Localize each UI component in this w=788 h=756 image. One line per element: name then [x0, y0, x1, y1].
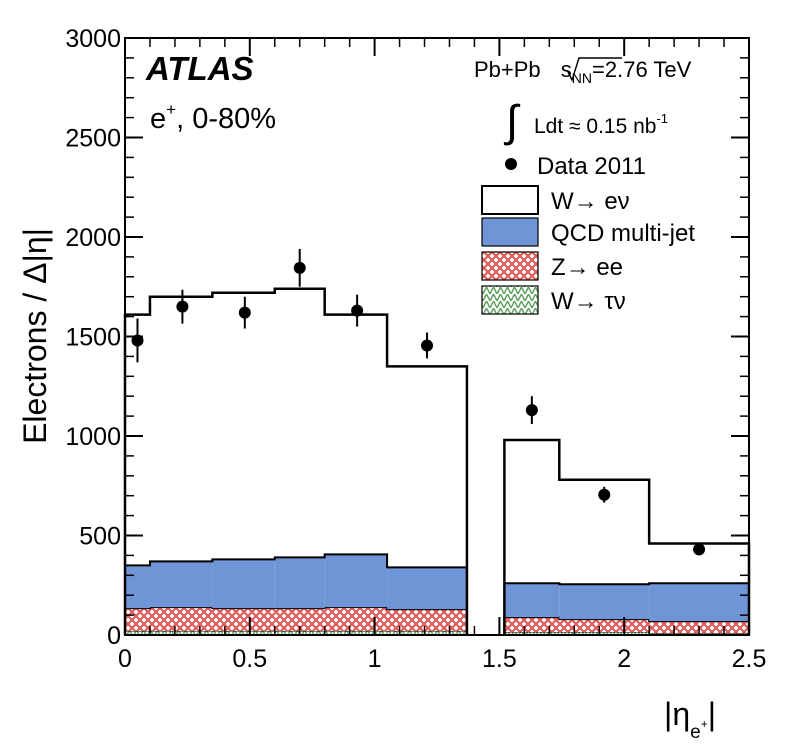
- legend-label-z-ee: Z→ ee: [551, 254, 623, 281]
- legend-swatch-z-ee: [481, 251, 539, 281]
- data-point-5: [421, 339, 434, 352]
- stacked-histogram: [125, 553, 749, 635]
- legend-swatch-qcd: [481, 217, 539, 247]
- stack-bar-zee-8: [559, 619, 650, 633]
- stack-bar-w-7: [504, 632, 560, 635]
- legend-marker-data: [505, 158, 517, 170]
- y-tick-label-4: 2000: [65, 224, 121, 252]
- stack-bar-zee-0: [125, 608, 150, 632]
- legend-label-w-enu: W→ eν: [551, 188, 630, 215]
- legend-swatch-w-taunu: [481, 285, 539, 315]
- data-point-4: [351, 304, 364, 317]
- stack-bar-zee-5: [387, 609, 467, 632]
- signal-total-outline: [123, 287, 751, 635]
- sqrt-sign: [567, 57, 622, 82]
- stack-bar-zee-2: [212, 608, 275, 632]
- stack-bar-qcdmultijet-5: [387, 567, 467, 610]
- stack-bar-qcdmultijet-2: [212, 559, 275, 609]
- data-point-6: [525, 404, 538, 417]
- stack-bar-qcdmultijet-8: [559, 584, 650, 620]
- stack-outline-2: [125, 553, 468, 635]
- legend-label-data: Data 2011: [537, 153, 646, 180]
- data-points: [131, 248, 706, 556]
- data-point-8: [693, 543, 706, 556]
- stack-bar-w-1: [149, 631, 213, 635]
- x-tick-label-3: 1.5: [482, 645, 517, 673]
- stack-bar-qcdmultijet-9: [649, 583, 749, 622]
- x-tick-label-1: 0.5: [232, 645, 267, 673]
- stack-bar-qcdmultijet-7: [504, 583, 560, 618]
- stack-bar-qcdmultijet-4: [324, 554, 388, 608]
- x-tick-label-0: 0: [118, 645, 132, 673]
- y-tick-label-5: 2500: [65, 125, 121, 153]
- collision-energy-label: Pb+Pb sNN=2.76 TeV: [474, 57, 692, 86]
- x-tick-label-5: 2.5: [732, 645, 767, 673]
- stack-bar-w-8: [559, 632, 650, 635]
- stack-bar-w-5: [387, 631, 467, 635]
- data-point-3: [293, 261, 306, 274]
- stack-bar-qcdmultijet-3: [274, 557, 325, 609]
- y-tick-label-3: 1500: [65, 324, 121, 352]
- data-point-1: [176, 300, 189, 313]
- stack-bar-qcdmultijet-0: [125, 565, 150, 609]
- lumi-integral-sign: ∫: [503, 97, 521, 146]
- y-tick-label-6: 3000: [65, 25, 121, 53]
- luminosity-label: Ldt ≈ 0.15 nb-1: [534, 111, 668, 138]
- total-step-line-1: [503, 438, 751, 635]
- data-point-7: [598, 488, 611, 501]
- legend: Data 2011 W→ eν QCD multi-jet Z→ ee W→ τ…: [481, 153, 695, 315]
- stack-bar-zee-4: [324, 607, 388, 632]
- stack-bar-w-0: [125, 631, 150, 635]
- selection-label: e+, 0-80%: [150, 100, 276, 135]
- stack-outline-2: [503, 582, 749, 635]
- stack-bar-w-4: [324, 631, 388, 635]
- experiment-label: ATLAS: [145, 50, 254, 87]
- stack-bar-zee-3: [274, 608, 325, 632]
- stack-bar-w-2: [212, 631, 275, 635]
- stack-bar-zee-1: [149, 607, 213, 632]
- y-tick-label-2: 1000: [65, 423, 121, 451]
- axis-ticks: 0 500 1000 1500 2000 2500 3000 0 0.5 1 1.5 2 2.5: [65, 25, 766, 673]
- legend-swatch-w-enu: [481, 185, 539, 215]
- x-axis-title: |ηe+|: [664, 696, 716, 743]
- y-tick-label-0: 0: [107, 622, 121, 650]
- data-point-2: [238, 306, 251, 319]
- y-axis-title: Electrons / Δ|η|: [17, 228, 53, 444]
- legend-label-qcd: QCD multi-jet: [551, 220, 695, 247]
- total-step-line-0: [123, 287, 469, 635]
- stack-bar-qcdmultijet-1: [149, 561, 213, 608]
- legend-label-w-taunu: W→ τν: [551, 288, 626, 315]
- y-tick-label-1: 500: [79, 523, 121, 551]
- x-tick-label-4: 2: [617, 645, 631, 673]
- x-tick-label-2: 1: [368, 645, 382, 673]
- stack-bar-zee-7: [504, 617, 560, 633]
